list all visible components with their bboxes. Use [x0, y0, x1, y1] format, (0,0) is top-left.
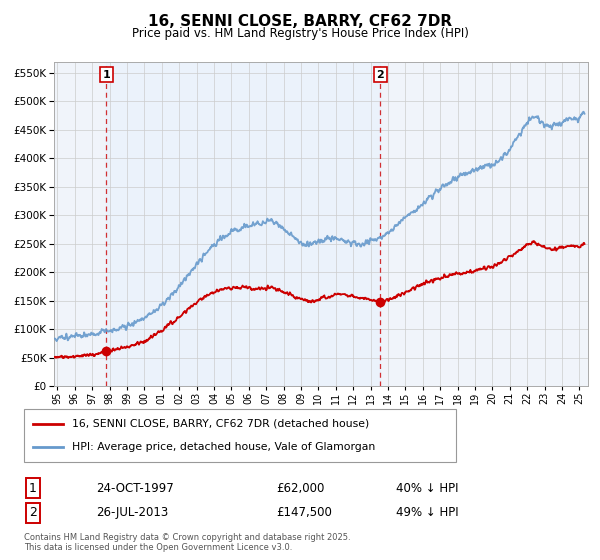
Text: Contains HM Land Registry data © Crown copyright and database right 2025.
This d: Contains HM Land Registry data © Crown c…: [24, 533, 350, 552]
Text: 1: 1: [103, 70, 110, 80]
FancyBboxPatch shape: [24, 409, 456, 462]
Text: 40% ↓ HPI: 40% ↓ HPI: [396, 482, 458, 495]
Text: 1: 1: [29, 482, 37, 495]
Text: £147,500: £147,500: [276, 506, 332, 520]
Text: HPI: Average price, detached house, Vale of Glamorgan: HPI: Average price, detached house, Vale…: [71, 442, 375, 452]
Text: 16, SENNI CLOSE, BARRY, CF62 7DR: 16, SENNI CLOSE, BARRY, CF62 7DR: [148, 14, 452, 29]
Text: 2: 2: [376, 70, 384, 80]
Text: £62,000: £62,000: [276, 482, 325, 495]
Text: 16, SENNI CLOSE, BARRY, CF62 7DR (detached house): 16, SENNI CLOSE, BARRY, CF62 7DR (detach…: [71, 419, 369, 429]
Text: 24-OCT-1997: 24-OCT-1997: [96, 482, 174, 495]
Text: Price paid vs. HM Land Registry's House Price Index (HPI): Price paid vs. HM Land Registry's House …: [131, 27, 469, 40]
Text: 26-JUL-2013: 26-JUL-2013: [96, 506, 168, 520]
Bar: [106, 62, 380, 386]
Text: 49% ↓ HPI: 49% ↓ HPI: [396, 506, 458, 520]
Text: 2: 2: [29, 506, 37, 520]
